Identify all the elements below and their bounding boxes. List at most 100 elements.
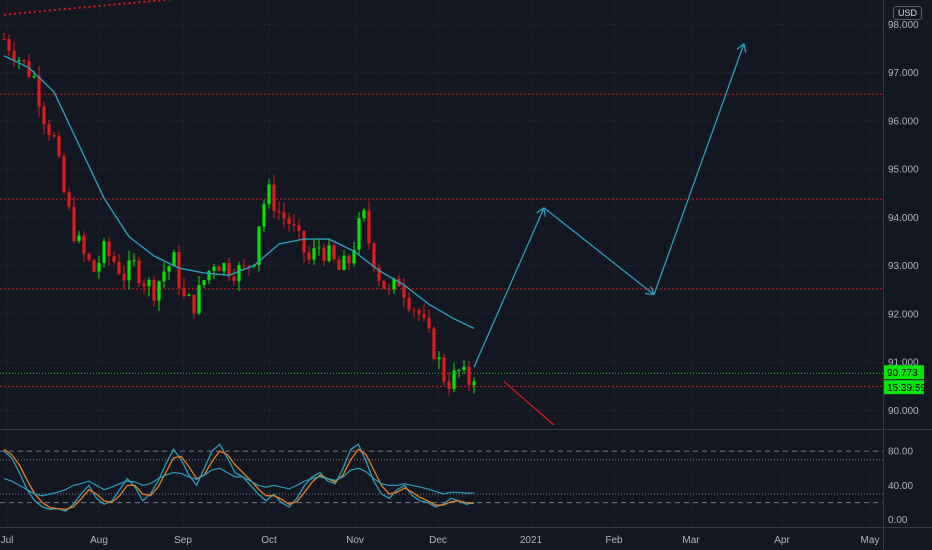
candle-body [342, 255, 346, 270]
candle-body [57, 136, 61, 157]
candle-body [27, 61, 31, 77]
candle-body [297, 225, 301, 231]
candle-body [377, 267, 381, 281]
candle-body [417, 310, 421, 315]
time-tick-label: Oct [261, 535, 277, 546]
candle-body [432, 328, 436, 360]
oscillator-series [0, 443, 883, 512]
candle-body [202, 280, 206, 286]
candle-body [62, 156, 66, 193]
projection-arrows [473, 43, 747, 426]
time-axis[interactable]: Jul Aug Sep Oct Nov Dec 2021 Feb Mar Apr May [1, 535, 880, 546]
candle-body [12, 50, 16, 61]
price-axis[interactable]: 98.000 97.000 96.000 95.000 94.000 93.000 92.0… [888, 20, 919, 417]
candle-body [217, 266, 221, 272]
osc-tick-label: 40.00 [888, 481, 913, 492]
price-tick-label: 90.000 [888, 406, 919, 417]
candle-body [387, 288, 391, 290]
oscillator-axis[interactable]: 80.00 40.00 0.00 [888, 447, 913, 527]
candle-body [32, 76, 36, 78]
candle-body [222, 262, 226, 272]
candle-body [362, 210, 366, 219]
candle-body [237, 265, 241, 282]
candle-body [47, 124, 51, 135]
candle-body [117, 261, 121, 274]
price-tick-label: 91.000 [888, 358, 919, 369]
candle-body [142, 283, 146, 287]
moving-average [3, 55, 475, 330]
candle-body [7, 39, 11, 51]
candle-body [337, 259, 341, 270]
projection-down-line [503, 381, 555, 426]
candle-body [157, 281, 161, 301]
candle-body [357, 218, 361, 250]
candle-body [392, 278, 396, 290]
price-tick-label: 97.000 [888, 68, 919, 79]
time-tick-label: Mar [682, 535, 700, 546]
candle-body [107, 241, 111, 257]
oscillator-grid [6, 430, 871, 527]
osc-tick-label: 0.00 [888, 515, 908, 526]
candle-body [167, 266, 171, 272]
price-tick-label: 95.000 [888, 165, 919, 176]
candle-body [207, 270, 211, 281]
candle-body [462, 366, 466, 371]
arrow-head [536, 207, 545, 214]
candle-body [197, 285, 201, 314]
trend-line [3, 0, 175, 16]
arrow-head [736, 43, 745, 50]
countdown-badge [884, 380, 924, 395]
candle-body [257, 226, 261, 266]
osc-series-line [3, 448, 475, 511]
candle-body [92, 259, 96, 272]
price-tick-label: 98.000 [888, 20, 919, 31]
price-badges: 90.773 15:39:59 [884, 365, 926, 395]
current-price-badge [884, 365, 924, 380]
current-price-text: 90.773 [887, 368, 918, 379]
time-tick-label: Jul [1, 535, 14, 546]
osc-series-line [3, 467, 474, 497]
candle-body [412, 309, 416, 311]
candle-body [317, 247, 321, 249]
time-tick-label: Nov [346, 535, 364, 546]
candle-body [447, 381, 451, 389]
arrow-head [650, 286, 655, 295]
price-tick-label: 94.000 [888, 213, 919, 224]
candle-body [472, 381, 476, 386]
arrow-head [644, 292, 655, 296]
arrow-head [543, 207, 546, 217]
candle-body [122, 273, 126, 281]
projection-segment [653, 43, 745, 295]
candle-body [312, 248, 316, 260]
candle-body [242, 265, 246, 267]
candle-body [187, 294, 191, 296]
price-tick-label: 93.000 [888, 261, 919, 272]
candle-body [102, 241, 106, 263]
candle-body [332, 245, 336, 260]
candle-body [422, 314, 426, 318]
candle-body [212, 266, 216, 271]
time-tick-label: Apr [774, 535, 790, 546]
candle-body [307, 252, 311, 260]
candle-body [442, 357, 446, 382]
candle-body [77, 235, 81, 242]
candle-body [327, 245, 331, 261]
candle-body [52, 134, 56, 137]
candle-body [467, 366, 471, 386]
currency-button[interactable]: USD [892, 6, 922, 20]
candle-body [137, 260, 141, 284]
candle-body [267, 184, 271, 205]
candle-body [372, 243, 376, 268]
candle-body [87, 253, 91, 260]
candle-body [182, 287, 186, 296]
time-tick-label: May [861, 535, 880, 546]
candle-body [152, 279, 156, 301]
countdown-text: 15:39:59 [887, 383, 926, 394]
candle-body [452, 370, 456, 389]
support-resistance-lines [0, 0, 883, 387]
candle-body [97, 262, 101, 272]
projection-segment [473, 207, 545, 368]
candle-body [147, 279, 151, 287]
